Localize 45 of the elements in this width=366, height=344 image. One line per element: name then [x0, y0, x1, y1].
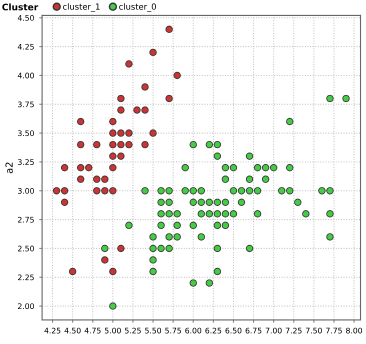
- point: [109, 164, 117, 172]
- point: [60, 187, 68, 194]
- point: [117, 152, 125, 160]
- legend-label: cluster_0: [119, 3, 156, 12]
- point: [68, 268, 76, 276]
- point: [101, 187, 108, 194]
- point: [109, 129, 117, 137]
- point: [101, 176, 108, 183]
- point: [117, 140, 125, 148]
- point: [93, 176, 100, 183]
- point: [101, 256, 108, 264]
- point: [77, 118, 84, 126]
- point: [77, 140, 84, 148]
- point: [77, 176, 84, 183]
- point: [93, 140, 100, 148]
- point: [149, 129, 157, 137]
- point: [125, 140, 133, 148]
- point: [174, 72, 181, 80]
- legend-title: Cluster: [2, 3, 38, 10]
- point: [85, 164, 92, 172]
- point: [77, 164, 84, 172]
- y-axis-title: a2: [5, 162, 13, 174]
- point: [165, 26, 173, 33]
- point: [117, 94, 125, 102]
- point: [109, 140, 117, 148]
- point: [52, 187, 60, 194]
- point: [133, 106, 141, 114]
- point: [109, 268, 117, 276]
- point: [109, 187, 117, 194]
- legend-label: cluster_1: [63, 3, 100, 12]
- point: [117, 129, 125, 137]
- point: [109, 118, 117, 126]
- point: [93, 187, 100, 194]
- point: [125, 129, 133, 137]
- point: [141, 140, 149, 148]
- point: [117, 106, 125, 114]
- point: [125, 60, 133, 68]
- point: [149, 48, 157, 56]
- point: [165, 94, 173, 102]
- point: [60, 198, 68, 206]
- point: [141, 106, 149, 114]
- point: [60, 164, 68, 172]
- point: [109, 152, 117, 160]
- point: [117, 244, 125, 252]
- point: [141, 83, 149, 91]
